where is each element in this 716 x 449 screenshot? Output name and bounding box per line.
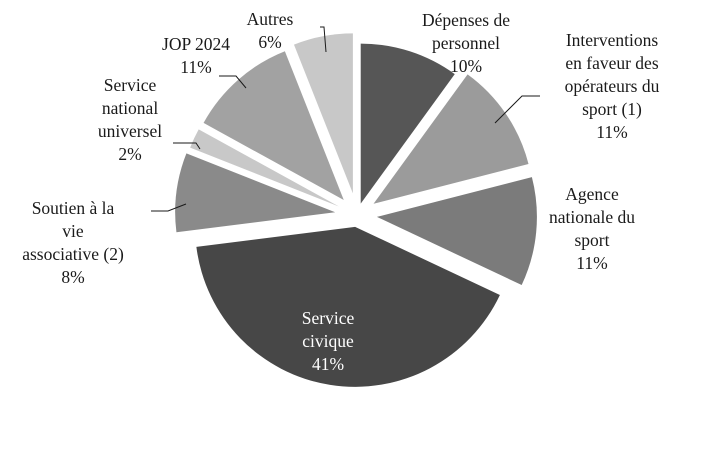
slice-percent-4: 8% — [61, 267, 84, 287]
slice-label-line-1-2: opérateurs du — [565, 76, 660, 96]
slice-label-line-5-1: national — [102, 98, 159, 118]
leader-line-6 — [219, 75, 247, 89]
slice-label-line-7-0: Autres — [247, 9, 294, 29]
slice-label-line-0-1: personnel — [432, 33, 500, 53]
slice-label-line-1-3: sport (1) — [582, 99, 642, 119]
leader-line-4 — [151, 203, 187, 212]
slice-label-line-5-0: Service — [104, 75, 157, 95]
slice-percent-1: 11% — [596, 122, 627, 142]
slice-label-line-1-1: en faveur des — [565, 53, 658, 73]
leader-line-1 — [494, 95, 540, 124]
slice-label-line-0-0: Dépenses de — [422, 10, 510, 30]
slice-label-line-4-0: Soutien à la — [32, 198, 115, 218]
slice-label-2: Agence nationale du sport 11% — [549, 184, 635, 273]
pie-slice-0 — [360, 43, 455, 204]
slice-percent-5: 2% — [118, 144, 141, 164]
slice-label-line-6-0: JOP 2024 — [162, 34, 230, 54]
pie-slice-3 — [196, 226, 500, 387]
slice-percent-3: 41% — [312, 354, 344, 374]
slice-label-5: Service national universel 2% — [98, 75, 162, 164]
slice-percent-6: 11% — [180, 57, 211, 77]
slice-label-line-2-2: sport — [575, 230, 610, 250]
pie-slice-1 — [373, 74, 529, 204]
slice-label-line-1-0: Interventions — [566, 30, 659, 50]
slice-label-7: Autres 6% — [247, 9, 294, 52]
slice-percent-7: 6% — [258, 32, 281, 52]
slice-label-line-5-2: universel — [98, 121, 162, 141]
slice-label-line-4-1: vie — [62, 221, 84, 241]
leader-line-7 — [320, 26, 327, 53]
slice-label-line-3-1: civique — [302, 331, 354, 351]
pie-slice-6 — [203, 51, 344, 200]
leader-line-5 — [173, 142, 201, 150]
pie-slice-7 — [293, 33, 353, 194]
slice-label-line-3-0: Service — [302, 308, 355, 328]
slice-label-line-4-2: associative (2) — [22, 244, 124, 264]
slice-label-line-2-1: nationale du — [549, 207, 635, 227]
slice-label-6: JOP 2024 11% — [162, 34, 230, 77]
slice-label-4: Soutien à la vie associative (2) 8% — [22, 198, 124, 287]
slice-label-3: Service civique 41% — [302, 308, 355, 374]
slice-percent-2: 11% — [576, 253, 607, 273]
pie-slice-2 — [376, 177, 537, 286]
slice-label-1: Interventions en faveur des opérateurs du s… — [565, 30, 660, 142]
pie-slice-4 — [175, 153, 336, 233]
slice-label-0: Dépenses de personnel 10% — [422, 10, 510, 76]
slice-label-line-2-0: Agence — [565, 184, 619, 204]
slice-percent-0: 10% — [450, 56, 482, 76]
pie-slice-5 — [190, 129, 339, 207]
